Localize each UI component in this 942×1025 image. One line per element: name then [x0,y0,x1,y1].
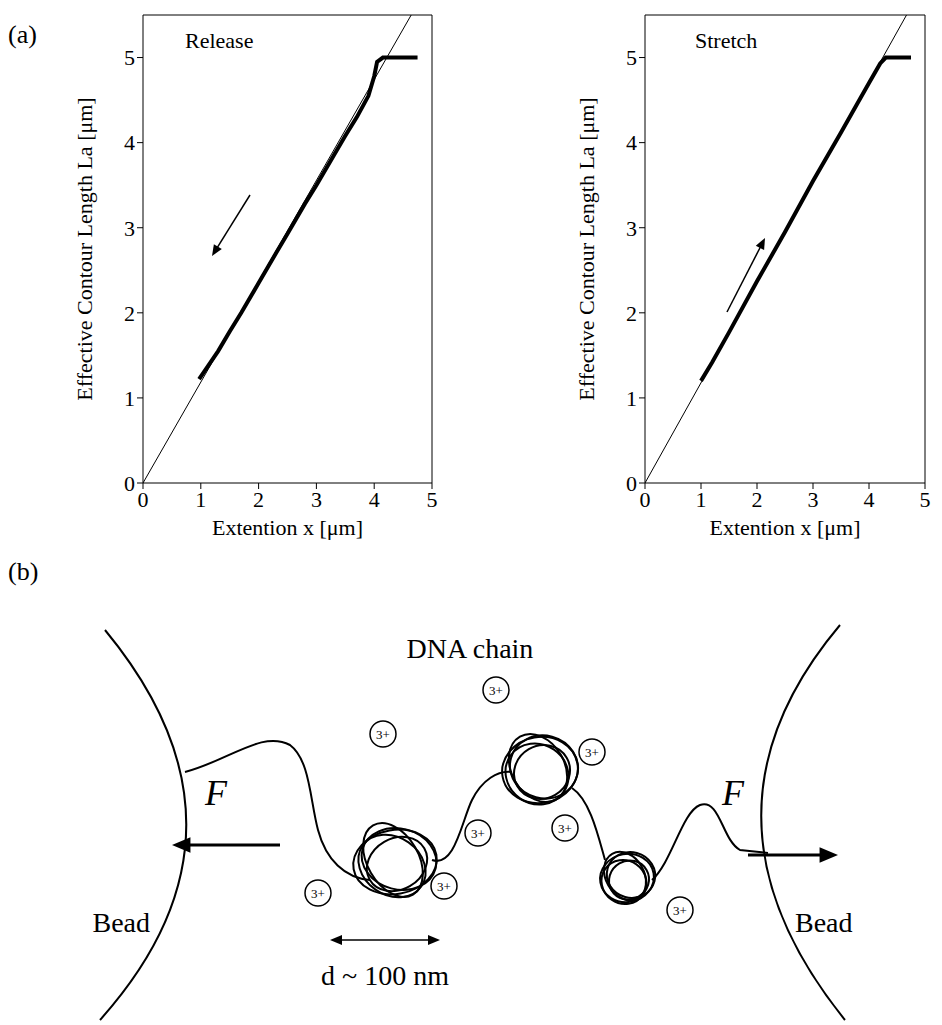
svg-text:3+: 3+ [558,821,572,836]
svg-text:3: 3 [311,487,322,512]
svg-text:1: 1 [626,386,637,411]
svg-text:2: 2 [626,301,637,326]
html-text:(a): (a) [8,20,37,49]
svg-text:3+: 3+ [437,879,451,894]
svg-text:1: 1 [696,487,707,512]
svg-text:2: 2 [253,487,264,512]
html-text:Effective Contour Length La [μ: Effective Contour Length La [μm] [574,97,599,401]
svg-text:3+: 3+ [311,886,325,901]
html-text:Extention x [μm]: Extention x [μm] [709,515,861,540]
html-text:Release: Release [185,28,254,53]
html-text:Stretch: Stretch [695,28,758,53]
svg-text:0: 0 [640,487,651,512]
svg-text:3: 3 [808,487,819,512]
svg-text:d ~ 100 nm: d ~ 100 nm [321,960,449,991]
svg-text:(b): (b) [8,557,38,586]
svg-text:0: 0 [124,471,135,496]
svg-text:0: 0 [626,471,637,496]
svg-text:4: 4 [124,130,135,155]
svg-text:4: 4 [369,487,380,512]
svg-text:3: 3 [124,216,135,241]
svg-text:2: 2 [752,487,763,512]
svg-text:4: 4 [626,130,637,155]
svg-text:DNA chain: DNA chain [407,633,534,664]
svg-text:1: 1 [124,386,135,411]
svg-text:3: 3 [626,216,637,241]
svg-text:F: F [721,773,745,813]
svg-text:3+: 3+ [471,826,485,841]
svg-text:3+: 3+ [673,903,687,918]
svg-text:Bead: Bead [795,907,853,938]
svg-text:Bead: Bead [92,907,150,938]
html-text:Effective Contour Length La [μ: Effective Contour Length La [μm] [72,97,97,401]
svg-text:3+: 3+ [376,727,390,742]
html-text:Extention x [μm]: Extention x [μm] [211,515,363,540]
svg-text:0: 0 [138,487,149,512]
svg-text:3+: 3+ [585,745,599,760]
svg-text:5: 5 [427,487,438,512]
svg-text:F: F [204,773,228,813]
svg-text:5: 5 [124,45,135,70]
svg-text:5: 5 [626,45,637,70]
svg-text:5: 5 [920,487,931,512]
svg-text:1: 1 [195,487,206,512]
svg-text:4: 4 [864,487,875,512]
svg-text:3+: 3+ [489,683,503,698]
svg-text:2: 2 [124,301,135,326]
